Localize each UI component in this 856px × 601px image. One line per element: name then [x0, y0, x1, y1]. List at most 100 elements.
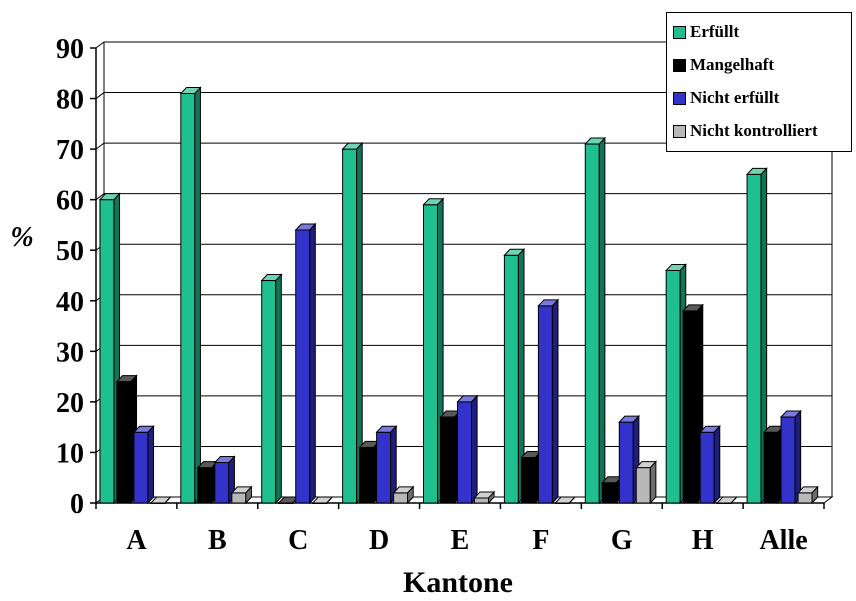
- bar: [745, 167, 768, 505]
- bar-side: [598, 136, 606, 505]
- bar: [179, 86, 202, 505]
- bar-front: [261, 280, 277, 504]
- legend-swatch: [673, 91, 686, 105]
- bar-front: [342, 148, 358, 504]
- bar-front: [474, 497, 489, 504]
- x-tick-label: D: [369, 525, 389, 556]
- bar-front: [763, 431, 779, 504]
- legend-label: Nicht kontrolliert: [690, 121, 818, 140]
- bar-front: [295, 229, 311, 504]
- bar-side: [713, 424, 721, 505]
- bar-side: [569, 496, 576, 504]
- bar: [294, 222, 317, 505]
- label-layer: 0 10 20 30 40 50 60 70 80 90 A B C D E F G H Alle: [56, 34, 808, 556]
- bar-side: [309, 222, 316, 505]
- bar: [132, 424, 155, 505]
- bar-layer: [98, 86, 819, 505]
- bar-front: [601, 482, 617, 504]
- bar-side: [649, 460, 657, 505]
- bar-front: [746, 173, 762, 504]
- bar: [779, 409, 802, 505]
- bar: [375, 424, 398, 505]
- bar-front: [133, 431, 149, 504]
- bar: [699, 424, 721, 505]
- legend-label: Nicht erfüllt: [690, 88, 780, 107]
- bar-front: [457, 401, 472, 504]
- bar-front: [99, 199, 115, 504]
- x-tick-label: C: [288, 525, 308, 556]
- bar: [311, 496, 334, 504]
- bar-front: [537, 305, 553, 504]
- x-tick-label: B: [208, 525, 227, 556]
- bar-side: [794, 409, 802, 505]
- legend-swatch: [673, 58, 686, 72]
- bar: [230, 485, 253, 505]
- bar-front: [618, 421, 634, 504]
- x-tick-label: Alle: [759, 525, 807, 556]
- legend-entry: Nicht erfüllt: [673, 87, 779, 109]
- legend-swatch: [673, 25, 686, 39]
- y-axis-label: %: [10, 222, 33, 253]
- gridline-connector: [95, 41, 105, 49]
- bar-front: [423, 204, 438, 504]
- bar-side: [194, 86, 201, 505]
- bar-front: [180, 93, 196, 504]
- bar-front: [780, 416, 796, 504]
- bar-front: [376, 431, 392, 504]
- bar-side: [730, 496, 738, 504]
- bar-side: [407, 485, 414, 505]
- bar: [149, 496, 172, 504]
- bar: [635, 460, 658, 505]
- bar-side: [551, 298, 559, 505]
- legend-label: Erfüllt: [690, 22, 740, 41]
- bar-side: [471, 394, 478, 505]
- bar-front: [797, 492, 813, 504]
- gridline-connector: [95, 142, 105, 150]
- x-tick-label: A: [126, 525, 147, 556]
- y-tick-label: 0: [70, 489, 84, 520]
- bar-front: [635, 467, 651, 504]
- bar-side: [147, 424, 155, 505]
- bar: [392, 485, 415, 505]
- legend-entry: Nicht kontrolliert: [673, 120, 818, 142]
- y-tick-label: 90: [56, 34, 84, 65]
- bar-front: [584, 143, 600, 504]
- bar: [473, 490, 496, 505]
- y-tick-label: 80: [56, 85, 84, 116]
- bar: [554, 496, 577, 504]
- bar-front: [116, 381, 132, 504]
- x-tick-label: F: [532, 525, 549, 556]
- x-tick-label: E: [451, 525, 470, 556]
- gridline-connector: [95, 193, 105, 201]
- bar: [716, 496, 738, 504]
- bar-front: [440, 416, 455, 504]
- bar: [213, 455, 236, 505]
- bar-front: [520, 457, 536, 504]
- bar-front: [231, 492, 247, 504]
- y-tick-label: 20: [56, 388, 84, 419]
- x-axis-label: Kantone: [403, 566, 513, 599]
- x-tick-label: H: [692, 525, 714, 556]
- bar-front: [503, 254, 519, 504]
- y-tick-label: 60: [56, 186, 84, 217]
- bar-front: [359, 446, 375, 504]
- bar-front: [393, 492, 409, 504]
- bar: [584, 136, 607, 505]
- legend-swatch: [673, 124, 686, 138]
- y-tick-label: 10: [56, 438, 84, 469]
- bar-front: [197, 467, 213, 504]
- y-tick-label: 50: [56, 236, 84, 267]
- bar-side: [245, 485, 252, 505]
- bar-side: [326, 496, 333, 504]
- bar-side: [164, 496, 171, 504]
- bar: [503, 248, 526, 505]
- y-tick-label: 40: [56, 287, 84, 318]
- x-tick-label: G: [611, 525, 633, 556]
- bar: [796, 485, 819, 505]
- legend: Erfüllt Mangelhaft Nicht erfüllt Nicht kont…: [666, 12, 852, 152]
- legend-entry: Mangelhaft: [673, 54, 774, 76]
- bar: [537, 298, 560, 505]
- gridline-connector: [95, 92, 105, 99]
- bar-front: [214, 462, 230, 504]
